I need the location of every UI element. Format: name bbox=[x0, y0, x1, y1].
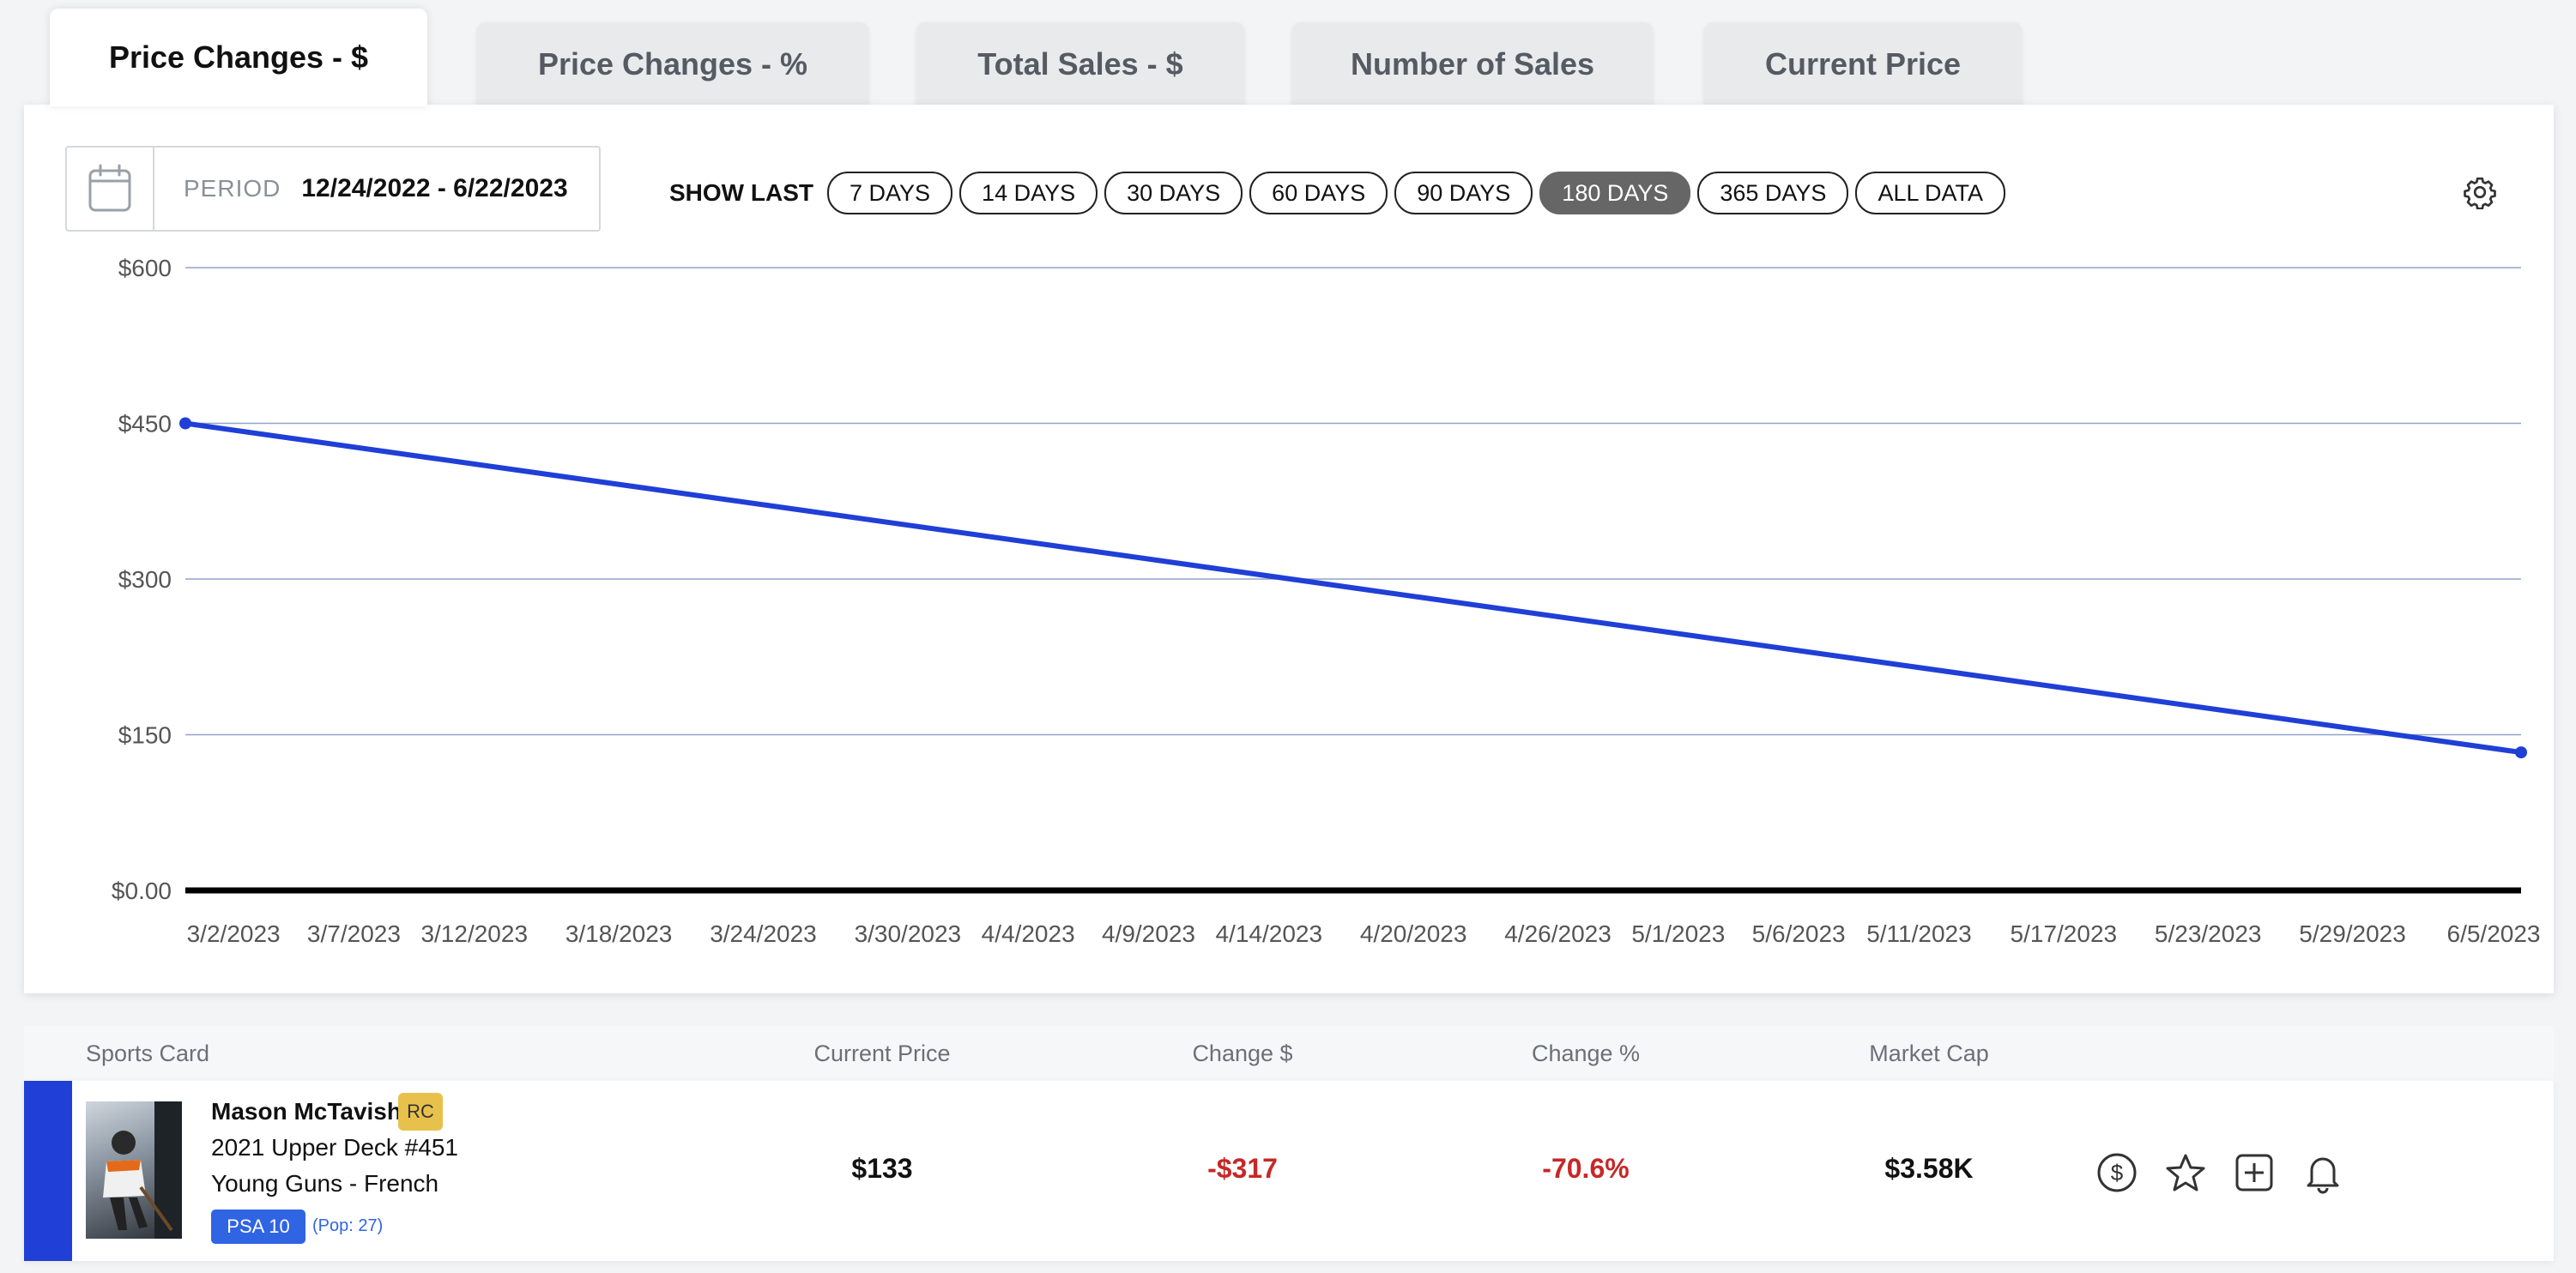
rookie-card-badge: RC bbox=[398, 1093, 443, 1131]
period-value: 12/24/2022 - 6/22/2023 bbox=[301, 174, 568, 202]
y-tick-label: $600 bbox=[118, 255, 172, 281]
calendar-icon bbox=[67, 148, 154, 230]
table-header: Sports Card Current Price Change $ Chang… bbox=[24, 1026, 2554, 1081]
x-tick-label: 3/2/2023 bbox=[187, 920, 281, 947]
table-row[interactable]: Mason McTavish RC 2021 Upper Deck #451 Y… bbox=[24, 1081, 2554, 1261]
header-sports-card: Sports Card bbox=[86, 1040, 210, 1066]
price-series-line bbox=[184, 420, 2522, 756]
row-accent-bar bbox=[24, 1081, 72, 1261]
show-last-label: SHOW LAST bbox=[669, 179, 813, 206]
tab-total-sales[interactable]: Total Sales - $ bbox=[916, 22, 1244, 106]
show-last-range-selector: SHOW LAST 7 DAYS 14 DAYS 30 DAYS 60 DAYS… bbox=[669, 172, 2005, 214]
current-price-value: $133 bbox=[851, 1153, 913, 1184]
tab-number-of-sales[interactable]: Number of Sales bbox=[1292, 22, 1653, 106]
x-tick-label: 4/14/2023 bbox=[1215, 920, 1322, 947]
gear-icon[interactable] bbox=[2463, 175, 2497, 210]
x-tick-label: 5/6/2023 bbox=[1752, 920, 1846, 947]
chart-card: PERIOD 12/24/2022 - 6/22/2023 SHOW LAST … bbox=[24, 105, 2554, 993]
period-picker[interactable]: PERIOD 12/24/2022 - 6/22/2023 bbox=[65, 146, 601, 232]
x-tick-label: 5/17/2023 bbox=[2011, 920, 2118, 947]
price-data-point bbox=[179, 417, 191, 430]
player-name[interactable]: Mason McTavish bbox=[211, 1098, 402, 1125]
x-tick-label: 5/29/2023 bbox=[2299, 920, 2406, 947]
tab-price-changes-percent[interactable]: Price Changes - % bbox=[477, 22, 868, 106]
change-percent-value: -70.6% bbox=[1542, 1153, 1630, 1184]
x-tick-label: 3/7/2023 bbox=[307, 920, 401, 947]
header-change-percent: Change % bbox=[1531, 1040, 1641, 1066]
svg-text:$: $ bbox=[2111, 1160, 2124, 1186]
range-90-days-button[interactable]: 90 DAYS bbox=[1394, 172, 1533, 214]
grade-badge: PSA 10 bbox=[211, 1210, 305, 1244]
x-tick-label: 5/11/2023 bbox=[1866, 920, 1972, 947]
x-tick-label: 3/18/2023 bbox=[565, 920, 673, 947]
y-tick-label: $150 bbox=[118, 722, 172, 749]
range-365-days-button[interactable]: 365 DAYS bbox=[1697, 172, 1849, 214]
x-tick-label: 5/1/2023 bbox=[1631, 920, 1725, 947]
header-change-dollar: Change $ bbox=[1192, 1040, 1293, 1066]
dollar-circle-icon[interactable]: $ bbox=[2095, 1151, 2138, 1194]
change-dollar-value: -$317 bbox=[1207, 1153, 1278, 1184]
header-current-price: Current Price bbox=[813, 1040, 951, 1066]
y-tick-label: $0.00 bbox=[112, 878, 172, 904]
population-link[interactable]: (Pop: 27) bbox=[312, 1216, 384, 1235]
x-tick-label: 4/9/2023 bbox=[1102, 920, 1195, 947]
price-line-chart: $0.00 $150 $300 $450 $600 3/2/2023 3/7/2023 3/1… bbox=[112, 255, 2541, 947]
y-tick-label: $300 bbox=[118, 566, 172, 593]
price-data-point bbox=[2515, 746, 2527, 759]
range-180-days-button[interactable]: 180 DAYS bbox=[1539, 172, 1691, 214]
x-tick-label: 3/30/2023 bbox=[855, 920, 962, 947]
x-tick-label: 3/24/2023 bbox=[710, 920, 817, 947]
x-tick-label: 6/5/2023 bbox=[2447, 920, 2541, 947]
add-square-icon[interactable] bbox=[2233, 1151, 2276, 1194]
period-label: PERIOD bbox=[184, 175, 281, 202]
x-tick-label: 4/20/2023 bbox=[1360, 920, 1467, 947]
range-30-days-button[interactable]: 30 DAYS bbox=[1104, 172, 1243, 214]
x-tick-label: 5/23/2023 bbox=[2155, 920, 2262, 947]
bell-icon[interactable] bbox=[2301, 1151, 2344, 1194]
x-tick-label: 3/12/2023 bbox=[420, 920, 528, 947]
tab-current-price[interactable]: Current Price bbox=[1704, 22, 2022, 106]
tab-price-changes-dollar[interactable]: Price Changes - $ bbox=[50, 9, 427, 106]
y-tick-label: $450 bbox=[118, 411, 172, 437]
range-7-days-button[interactable]: 7 DAYS bbox=[827, 172, 953, 214]
chart-tabs: Price Changes - $ Price Changes - % Tota… bbox=[0, 0, 2576, 106]
card-variant: Young Guns - French bbox=[211, 1170, 439, 1197]
card-set: 2021 Upper Deck #451 bbox=[211, 1134, 458, 1161]
header-market-cap: Market Cap bbox=[1869, 1040, 1989, 1066]
range-all-data-button[interactable]: ALL DATA bbox=[1855, 172, 2005, 214]
market-cap-value: $3.58K bbox=[1884, 1153, 1974, 1184]
range-60-days-button[interactable]: 60 DAYS bbox=[1249, 172, 1388, 214]
card-thumbnail[interactable] bbox=[86, 1101, 182, 1239]
x-tick-label: 4/26/2023 bbox=[1504, 920, 1612, 947]
range-14-days-button[interactable]: 14 DAYS bbox=[959, 172, 1098, 214]
star-icon[interactable] bbox=[2164, 1151, 2207, 1194]
x-tick-label: 4/4/2023 bbox=[982, 920, 1075, 947]
